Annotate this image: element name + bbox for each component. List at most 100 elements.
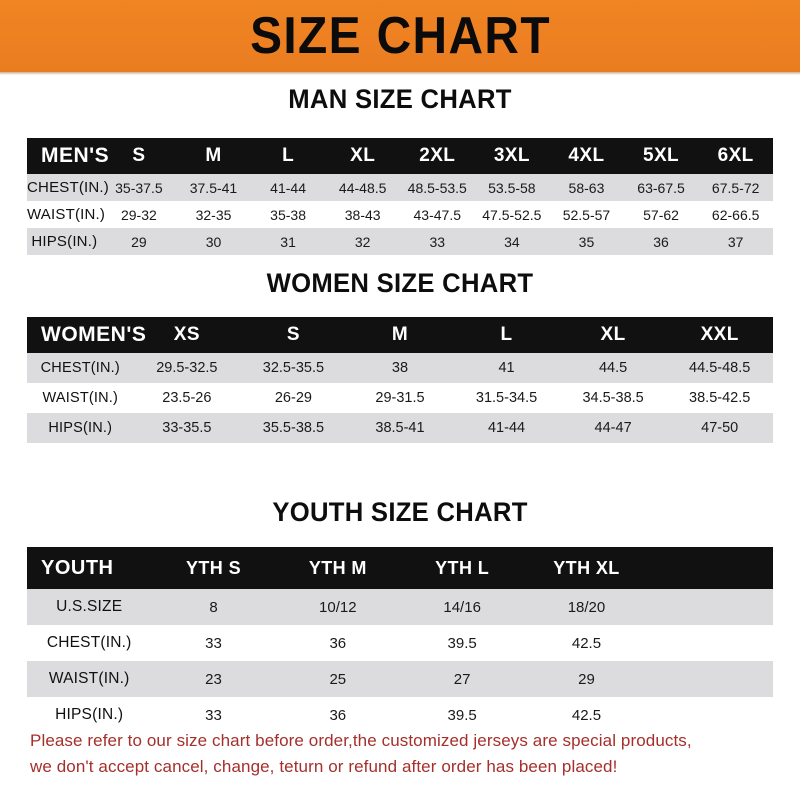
youth-cell-1-spacer bbox=[649, 625, 773, 661]
men-row-label-0: CHEST(IN.) bbox=[27, 179, 109, 196]
women-row-label-2: HIPS(IN.) bbox=[48, 420, 113, 436]
women-header-row: WOMEN'S XS S M L XL XXL bbox=[27, 317, 773, 353]
women-cell-0-2: 38 bbox=[391, 360, 409, 376]
table-row: WAIST(IN.) 23 25 27 29 bbox=[27, 661, 773, 697]
women-size-col-5: XXL bbox=[666, 317, 773, 353]
women-size-col-0: XS bbox=[133, 317, 241, 353]
youth-cell-3-3: 42.5 bbox=[571, 706, 602, 724]
women-cell-1-2: 29-31.5 bbox=[375, 390, 425, 406]
men-size-col-7: 5XL bbox=[623, 138, 699, 174]
men-size-col-2: L bbox=[250, 138, 326, 174]
youth-cell-0-2: 14/16 bbox=[443, 598, 481, 616]
men-cell-0-1: 37.5-41 bbox=[189, 179, 238, 196]
men-cell-2-5: 34 bbox=[504, 233, 520, 250]
men-cell-2-4: 33 bbox=[429, 233, 446, 250]
men-cell-1-4: 43-47.5 bbox=[413, 206, 461, 223]
men-cell-0-4: 48.5-53.5 bbox=[407, 179, 467, 196]
youth-cell-0-0: 8 bbox=[209, 598, 218, 616]
women-cell-0-0: 29.5-32.5 bbox=[156, 360, 218, 376]
table-row: WAIST(IN.) 29-32 32-35 35-38 38-43 43-47… bbox=[27, 201, 773, 228]
disclaimer-line-2: we don't accept cancel, change, teturn o… bbox=[30, 757, 618, 777]
women-cell-2-4: 44-47 bbox=[594, 420, 632, 436]
men-cell-2-3: 32 bbox=[354, 233, 371, 250]
table-row: CHEST(IN.) 29.5-32.5 32.5-35.5 38 41 44.… bbox=[27, 353, 773, 383]
youth-cell-2-1: 25 bbox=[329, 670, 347, 688]
women-cell-0-1: 32.5-35.5 bbox=[262, 360, 325, 376]
disclaimer-line-1: Please refer to our size chart before or… bbox=[30, 731, 692, 750]
youth-row-label-3: HIPS(IN.) bbox=[55, 706, 124, 723]
men-cell-2-6: 35 bbox=[578, 233, 595, 250]
youth-row-label-0: U.S.SIZE bbox=[56, 598, 123, 615]
women-row-label-1: WAIST(IN.) bbox=[42, 390, 119, 406]
men-cell-1-2: 35-38 bbox=[270, 206, 306, 223]
women-cell-1-4: 34.5-38.5 bbox=[582, 390, 644, 406]
youth-size-col-2: YTH L bbox=[399, 547, 525, 589]
youth-cell-3-2: 39.5 bbox=[447, 706, 477, 724]
youth-row-label-1: CHEST(IN.) bbox=[46, 634, 132, 651]
men-cell-0-2: 41-44 bbox=[270, 179, 306, 196]
women-size-table: WOMEN'S XS S M L XL XXL CHEST(IN.) 29.5-… bbox=[27, 317, 773, 443]
men-cell-0-7: 63-67.5 bbox=[637, 179, 685, 196]
youth-cell-1-2: 39.5 bbox=[447, 634, 477, 652]
women-cell-2-3: 41-44 bbox=[487, 420, 526, 436]
women-corner-label: WOMEN'S bbox=[27, 317, 146, 353]
youth-cell-2-spacer bbox=[649, 661, 773, 697]
women-size-col-3: L bbox=[453, 317, 560, 353]
women-size-col-1: S bbox=[240, 317, 347, 353]
youth-size-table: YOUTH YTH S YTH M YTH L YTH XL U.S.SIZE … bbox=[27, 547, 773, 733]
women-cell-0-4: 44.5 bbox=[598, 360, 628, 376]
women-cell-0-3: 41 bbox=[498, 360, 515, 376]
men-table-body: CHEST(IN.) 35-37.5 37.5-41 41-44 44-48.5… bbox=[27, 174, 773, 255]
men-header-row: MEN'S S M L XL 2XL 3XL 4XL 5XL 6XL bbox=[27, 138, 773, 174]
women-cell-2-1: 35.5-38.5 bbox=[262, 420, 325, 436]
women-size-col-2: M bbox=[346, 317, 454, 353]
men-size-col-4: 2XL bbox=[399, 138, 475, 174]
table-row: HIPS(IN.) 33-35.5 35.5-38.5 38.5-41 41-4… bbox=[27, 413, 773, 443]
men-cell-2-1: 30 bbox=[205, 233, 222, 250]
page-title: SIZE CHART bbox=[249, 7, 551, 65]
women-row-label-0: CHEST(IN.) bbox=[40, 360, 120, 376]
men-cell-1-1: 32-35 bbox=[195, 206, 232, 223]
men-size-table: MEN'S S M L XL 2XL 3XL 4XL 5XL 6XL CHEST… bbox=[27, 138, 773, 255]
youth-cell-3-0: 33 bbox=[205, 706, 222, 724]
men-cell-1-8: 62-66.5 bbox=[711, 206, 760, 223]
men-size-col-8: 6XL bbox=[698, 138, 773, 174]
men-cell-1-6: 52.5-57 bbox=[562, 206, 611, 223]
women-cell-2-5: 47-50 bbox=[701, 420, 739, 436]
banner-shadow-divider bbox=[0, 72, 800, 75]
men-row-label-1: WAIST(IN.) bbox=[27, 206, 106, 223]
table-row: HIPS(IN.) 33 36 39.5 42.5 bbox=[27, 697, 773, 733]
youth-cell-2-2: 27 bbox=[453, 670, 471, 688]
men-cell-0-0: 35-37.5 bbox=[115, 179, 163, 196]
header-banner: SIZE CHART bbox=[0, 0, 800, 72]
table-row: U.S.SIZE 8 10/12 14/16 18/20 bbox=[27, 589, 773, 625]
men-cell-0-6: 58-63 bbox=[568, 179, 605, 196]
youth-cell-0-1: 10/12 bbox=[319, 598, 357, 616]
men-cell-2-2: 31 bbox=[280, 233, 296, 250]
women-cell-2-0: 33-35.5 bbox=[162, 420, 212, 436]
men-row-label-2: HIPS(IN.) bbox=[31, 233, 98, 250]
youth-cell-3-1: 36 bbox=[329, 706, 347, 724]
youth-cell-2-3: 29 bbox=[578, 670, 595, 688]
men-size-col-3: XL bbox=[325, 138, 400, 174]
table-row: HIPS(IN.) 29 30 31 32 33 34 35 36 37 bbox=[27, 228, 773, 255]
men-corner-label: MEN'S bbox=[27, 138, 109, 174]
youth-cell-0-spacer bbox=[649, 589, 773, 625]
men-cell-2-8: 37 bbox=[727, 233, 744, 250]
youth-size-col-3: YTH XL bbox=[524, 547, 649, 589]
men-cell-0-5: 53.5-58 bbox=[488, 179, 536, 196]
women-cell-1-1: 26-29 bbox=[274, 390, 312, 406]
women-cell-1-5: 38.5-42.5 bbox=[689, 390, 751, 406]
youth-table-header: YOUTH YTH S YTH M YTH L YTH XL bbox=[27, 547, 773, 589]
section-title-man: MAN SIZE CHART bbox=[288, 84, 512, 114]
youth-row-label-2: WAIST(IN.) bbox=[48, 670, 130, 687]
youth-corner-label: YOUTH bbox=[27, 547, 152, 589]
men-cell-1-3: 38-43 bbox=[344, 206, 381, 223]
youth-size-col-0: YTH S bbox=[151, 547, 276, 589]
men-cell-0-8: 67.5-72 bbox=[711, 179, 760, 196]
section-title-youth: YOUTH SIZE CHART bbox=[272, 497, 528, 527]
section-title-women: WOMEN SIZE CHART bbox=[266, 268, 534, 298]
women-table-header: WOMEN'S XS S M L XL XXL bbox=[27, 317, 773, 353]
men-cell-1-5: 47.5-52.5 bbox=[482, 206, 542, 223]
